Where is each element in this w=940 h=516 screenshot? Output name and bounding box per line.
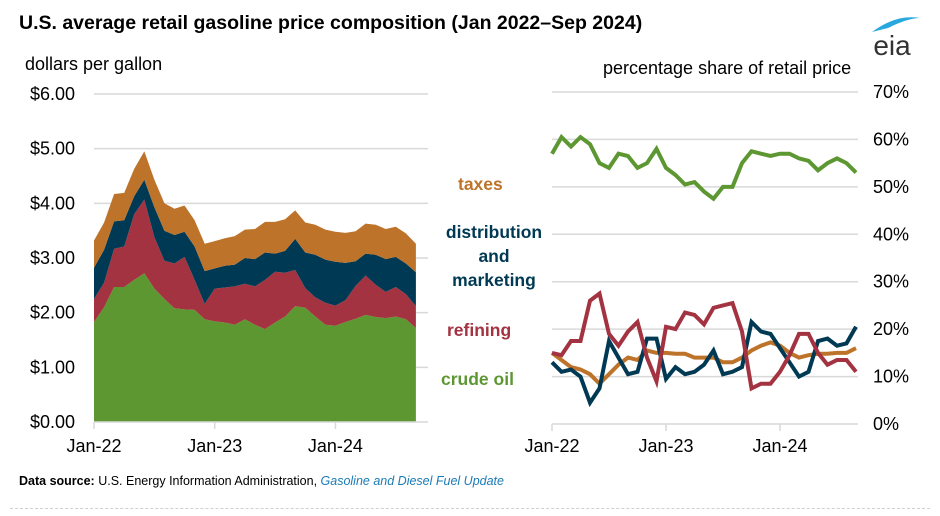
legend-taxes-label: taxes: [458, 174, 503, 194]
left-y-tick-labels: $0.00 $1.00 $2.00 $3.00 $4.00 $5.00 $6.00: [30, 84, 75, 432]
legend-taxes: taxes: [458, 172, 503, 196]
legend-distribution-line3: marketing: [452, 270, 536, 290]
legend-refining: refining: [447, 318, 511, 342]
left-y-tick-label: $5.00: [30, 139, 75, 159]
right-x-tick-label: Jan-22: [524, 436, 579, 456]
legend-distribution-marketing: distribution and marketing: [438, 220, 550, 292]
eia-logo: eia: [858, 12, 928, 61]
left-y-tick-label: $1.00: [30, 357, 75, 377]
right-y-tick-labels: 0% 10% 20% 30% 40% 50% 60% 70%: [873, 82, 909, 434]
left-axis-title: dollars per gallon: [25, 54, 163, 74]
area-crude-oil: [94, 273, 416, 422]
right-x-tick-label: Jan-23: [638, 436, 693, 456]
right-share-lines: [550, 133, 858, 408]
right-y-tick-label: 30%: [873, 272, 909, 292]
data-source-footer: Data source: U.S. Energy Information Adm…: [19, 474, 504, 488]
left-y-tick-label: $2.00: [30, 303, 75, 323]
left-x-tick-label: Jan-24: [308, 436, 363, 456]
logo-text: eia: [873, 30, 911, 58]
right-y-tick-label: 50%: [873, 177, 909, 197]
left-y-tick-label: $4.00: [30, 193, 75, 213]
right-y-tick-label: 40%: [873, 224, 909, 244]
right-axis-title: percentage share of retail price: [603, 58, 852, 78]
legend-crude-oil: crude oil: [441, 367, 514, 391]
right-x-tick-labels: Jan-22 Jan-23 Jan-24: [524, 436, 807, 456]
left-x-tick-label: Jan-22: [66, 436, 121, 456]
right-y-tick-label: 70%: [873, 82, 909, 102]
eia-logo-icon: eia: [872, 17, 920, 61]
chart-title: U.S. average retail gasoline price compo…: [19, 12, 643, 34]
left-x-tick-labels: Jan-22 Jan-23 Jan-24: [66, 436, 362, 456]
right-x-tick-label: Jan-24: [752, 436, 807, 456]
legend-refining-label: refining: [447, 320, 512, 340]
left-y-tick-label: $0.00: [30, 412, 75, 432]
area-distribution-and-marketing: [94, 179, 416, 307]
left-y-tick-label: $3.00: [30, 248, 75, 268]
area-refining: [94, 199, 416, 330]
line-distribution-and-marketing: [550, 317, 858, 408]
left-x-tick-label: Jan-23: [187, 436, 242, 456]
left-stacked-areas: [94, 151, 416, 422]
right-y-tick-label: 10%: [873, 367, 909, 387]
left-x-axis: [93, 421, 428, 429]
legend-crude-oil-label: crude oil: [441, 369, 514, 389]
data-source-link[interactable]: Gasoline and Diesel Fuel Update: [320, 474, 504, 488]
right-gridlines: [552, 91, 858, 378]
data-source-text: U.S. Energy Information Administration,: [94, 474, 321, 488]
right-y-tick-label: 60%: [873, 129, 909, 149]
area-taxes: [94, 151, 416, 273]
right-y-tick-label: 20%: [873, 319, 909, 339]
data-source-label: Data source:: [19, 474, 95, 488]
legend-distribution-line1: distribution: [445, 222, 543, 242]
line-crude-oil: [550, 133, 858, 202]
line-refining: [551, 290, 858, 392]
right-y-tick-label: 0%: [873, 414, 899, 434]
legend-distribution-line2: and: [478, 246, 510, 266]
left-y-tick-label: $6.00: [30, 84, 75, 104]
right-x-axis: [551, 423, 858, 431]
footer-divider: [10, 508, 930, 509]
